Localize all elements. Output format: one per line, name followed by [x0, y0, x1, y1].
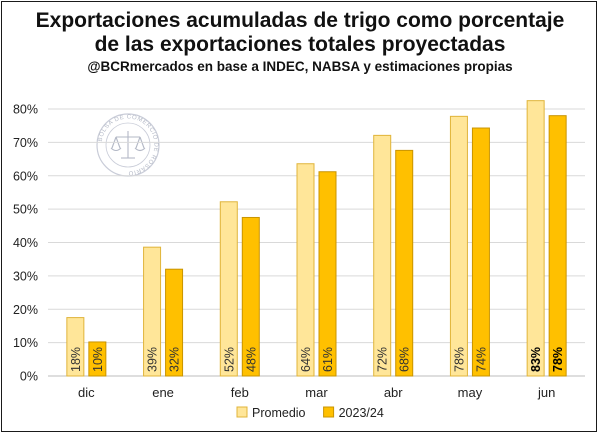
bar-2023-24-may	[471, 127, 490, 377]
x-category-feb: feb	[231, 385, 249, 400]
y-tick-label-4: 40%	[13, 236, 38, 250]
y-axis-ticks: 0% 10% 20% 30% 40% 50% 60% 70% 80%	[13, 103, 38, 384]
bar-labels: 18% 10% 39% 32% 52% 48% 64% 61% 72% 68% 78% 74% 83% 7…	[69, 347, 565, 372]
chart-title: Exportaciones acumuladas de trigo como p…	[36, 9, 565, 56]
bar-label-2023-24-may: 74%	[474, 347, 488, 372]
bars	[66, 100, 567, 377]
bar-label-2023-24-jun: 78%	[551, 347, 565, 372]
bar-label-promedio-ene: 39%	[146, 347, 160, 372]
y-tick-label-8: 80%	[13, 103, 38, 117]
x-category-ene: ene	[152, 385, 174, 400]
legend: Promedio 2023/24	[236, 406, 384, 420]
bar-promedio-abr	[373, 134, 392, 377]
bar-2023-24-feb	[241, 216, 260, 377]
bar-2023-24-jun	[548, 115, 567, 377]
chart-title-line-2: de las exportaciones totales proyectadas	[95, 33, 506, 56]
bar-label-promedio-abr: 72%	[376, 347, 390, 372]
y-tick-label-6: 60%	[13, 169, 38, 183]
x-category-dic: dic	[78, 385, 95, 400]
bar-2023-24-ene	[165, 268, 184, 377]
bar-label-2023-24-abr: 68%	[398, 347, 412, 372]
bar-promedio-mar	[296, 163, 315, 377]
watermark-seal: BOLSA DE COMERCIO DE ROSARIO	[96, 113, 160, 177]
bar-2023-24-abr	[395, 149, 414, 377]
bar-label-promedio-jun: 83%	[529, 347, 543, 372]
bar-label-promedio-may: 78%	[452, 347, 466, 372]
bar-label-promedio-mar: 64%	[299, 347, 313, 372]
chart-subtitle: @BCRmercados en base a INDEC, NABSA y es…	[87, 59, 512, 74]
bar-promedio-dic	[66, 317, 85, 377]
y-tick-label-1: 10%	[13, 336, 38, 350]
bar-2023-24-mar	[318, 171, 337, 377]
y-tick-label-7: 70%	[13, 136, 38, 150]
scale-icon	[110, 131, 146, 159]
y-tick-label-2: 20%	[13, 303, 38, 317]
bar-label-promedio-dic: 18%	[69, 347, 83, 372]
bar-promedio-jun	[526, 100, 545, 377]
x-category-may: may	[458, 385, 483, 400]
legend-swatch-0	[236, 406, 248, 418]
x-axis-categories: dic ene feb mar abr may jun	[78, 385, 555, 400]
bar-promedio-may	[449, 115, 468, 377]
legend-label-1: 2023/24	[339, 406, 384, 420]
chart-title-line-1: Exportaciones acumuladas de trigo como p…	[36, 9, 565, 32]
bar-label-2023-24-ene: 32%	[168, 347, 182, 372]
bar-label-2023-24-feb: 48%	[244, 347, 258, 372]
bar-label-2023-24-dic: 10%	[91, 347, 105, 372]
legend-swatch-1	[323, 406, 335, 418]
x-category-jun: jun	[537, 385, 555, 400]
y-tick-label-0: 0%	[20, 370, 38, 384]
bar-2023-24-dic	[88, 341, 107, 377]
y-gridlines	[48, 108, 585, 377]
x-category-abr: abr	[384, 385, 403, 400]
bar-promedio-ene	[143, 246, 162, 377]
bar-label-2023-24-mar: 61%	[321, 347, 335, 372]
bar-promedio-feb	[219, 201, 238, 377]
bar-label-promedio-feb: 52%	[222, 347, 236, 372]
y-tick-label-5: 50%	[13, 203, 38, 217]
legend-label-0: Promedio	[252, 406, 306, 420]
x-category-mar: mar	[305, 385, 328, 400]
y-tick-label-3: 30%	[13, 269, 38, 283]
